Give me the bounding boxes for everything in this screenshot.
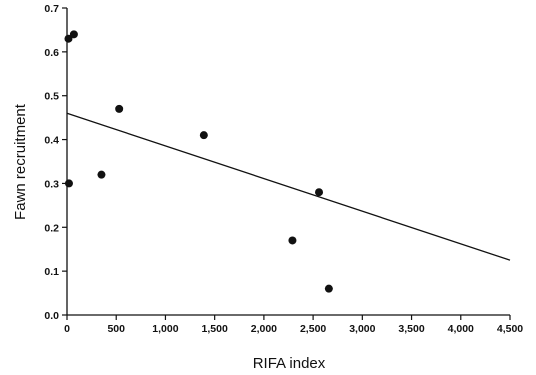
y-tick-label: 0.2 — [44, 222, 59, 234]
trendline-group — [66, 112, 511, 261]
y-tick-label: 0.0 — [44, 310, 59, 322]
y-axis-title: Fawn recruitment — [12, 103, 29, 220]
y-tick-label: 0.7 — [44, 3, 59, 15]
data-point — [115, 104, 124, 113]
axes: 0.0 0.1 0.2 0.3 0.4 0.5 0.6 0.7 0 500 1,000 1,500 2,… — [44, 3, 523, 335]
x-tick-label: 4,000 — [448, 323, 474, 335]
data-point — [288, 236, 297, 245]
x-tick-label: 1,500 — [202, 323, 228, 335]
y-tick-label: 0.4 — [44, 135, 59, 147]
data-point — [64, 34, 73, 43]
data-point — [69, 30, 78, 39]
x-axis-title: RIFA index — [253, 355, 326, 372]
y-tick-label: 0.6 — [44, 47, 59, 59]
data-point — [324, 284, 333, 293]
x-tick-label: 2,500 — [300, 323, 326, 335]
x-tick-label: 4,500 — [497, 323, 523, 335]
x-tick-label: 3,000 — [349, 323, 375, 335]
trend-line — [66, 112, 511, 261]
data-point — [97, 170, 106, 179]
x-tick-label: 1,000 — [152, 323, 178, 335]
data-points — [64, 30, 333, 293]
x-tick-label: 3,500 — [398, 323, 424, 335]
data-point — [199, 131, 208, 140]
y-tick-label: 0.5 — [44, 91, 59, 103]
x-tick-label: 2,000 — [251, 323, 277, 335]
x-tick-label: 0 — [64, 323, 70, 335]
data-point — [315, 188, 324, 197]
y-tick-label: 0.1 — [44, 266, 59, 278]
x-tick-label: 500 — [107, 323, 125, 335]
data-point — [64, 179, 73, 188]
y-tick-label: 0.3 — [44, 178, 59, 190]
